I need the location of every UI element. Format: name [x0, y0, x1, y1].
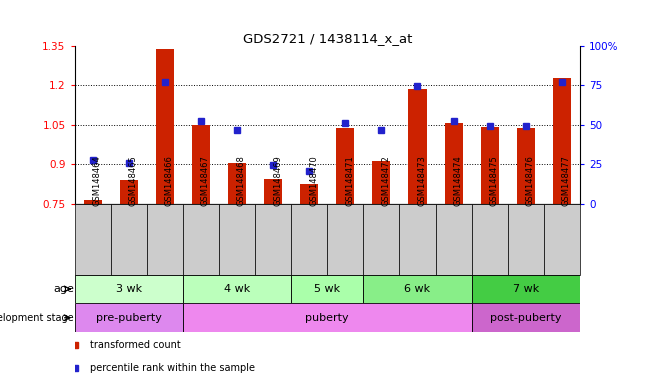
- Bar: [553, 78, 571, 204]
- FancyBboxPatch shape: [111, 204, 146, 275]
- Text: pre-puberty: pre-puberty: [96, 313, 161, 323]
- FancyBboxPatch shape: [183, 275, 291, 303]
- Text: GSM148464: GSM148464: [93, 155, 102, 206]
- Text: age: age: [53, 284, 74, 294]
- FancyBboxPatch shape: [75, 275, 183, 303]
- FancyBboxPatch shape: [364, 204, 399, 275]
- Bar: [481, 127, 499, 204]
- Bar: [120, 180, 138, 204]
- FancyBboxPatch shape: [146, 204, 183, 275]
- Bar: [264, 179, 282, 204]
- Text: percentile rank within the sample: percentile rank within the sample: [89, 363, 255, 373]
- FancyBboxPatch shape: [399, 204, 435, 275]
- Bar: [517, 128, 535, 204]
- Bar: [336, 128, 354, 204]
- FancyBboxPatch shape: [291, 275, 364, 303]
- Text: GSM148473: GSM148473: [417, 155, 426, 206]
- FancyBboxPatch shape: [291, 204, 327, 275]
- Text: 3 wk: 3 wk: [115, 284, 142, 294]
- FancyBboxPatch shape: [75, 303, 183, 332]
- Text: GSM148472: GSM148472: [382, 155, 390, 206]
- Bar: [445, 123, 463, 204]
- Text: GSM148471: GSM148471: [345, 155, 354, 206]
- Text: GSM148469: GSM148469: [273, 155, 282, 206]
- FancyBboxPatch shape: [183, 204, 219, 275]
- Bar: [228, 162, 246, 204]
- Bar: [84, 200, 102, 204]
- Text: 4 wk: 4 wk: [224, 284, 250, 294]
- Text: GSM148477: GSM148477: [562, 155, 571, 206]
- Bar: [373, 161, 390, 204]
- FancyBboxPatch shape: [472, 303, 580, 332]
- FancyBboxPatch shape: [472, 204, 508, 275]
- Text: puberty: puberty: [305, 313, 349, 323]
- Text: GSM148474: GSM148474: [454, 155, 463, 206]
- FancyBboxPatch shape: [183, 303, 472, 332]
- Bar: [192, 125, 210, 204]
- Text: GSM148465: GSM148465: [129, 155, 137, 206]
- Text: development stage: development stage: [0, 313, 74, 323]
- Title: GDS2721 / 1438114_x_at: GDS2721 / 1438114_x_at: [242, 32, 412, 45]
- FancyBboxPatch shape: [544, 204, 580, 275]
- Text: GSM148466: GSM148466: [165, 155, 174, 206]
- Text: transformed count: transformed count: [89, 339, 180, 350]
- Text: GSM148476: GSM148476: [526, 155, 535, 206]
- Text: GSM148468: GSM148468: [237, 155, 246, 206]
- FancyBboxPatch shape: [219, 204, 255, 275]
- FancyBboxPatch shape: [435, 204, 472, 275]
- Text: 7 wk: 7 wk: [513, 284, 539, 294]
- Text: GSM148470: GSM148470: [309, 155, 318, 206]
- Bar: [156, 49, 174, 204]
- Bar: [300, 184, 318, 204]
- FancyBboxPatch shape: [327, 204, 364, 275]
- Text: GSM148467: GSM148467: [201, 155, 210, 206]
- FancyBboxPatch shape: [472, 275, 580, 303]
- FancyBboxPatch shape: [255, 204, 291, 275]
- Text: GSM148475: GSM148475: [490, 155, 499, 206]
- FancyBboxPatch shape: [508, 204, 544, 275]
- Text: 5 wk: 5 wk: [314, 284, 340, 294]
- Text: post-puberty: post-puberty: [490, 313, 562, 323]
- FancyBboxPatch shape: [364, 275, 472, 303]
- Text: 6 wk: 6 wk: [404, 284, 430, 294]
- FancyBboxPatch shape: [75, 204, 111, 275]
- Bar: [408, 89, 426, 204]
